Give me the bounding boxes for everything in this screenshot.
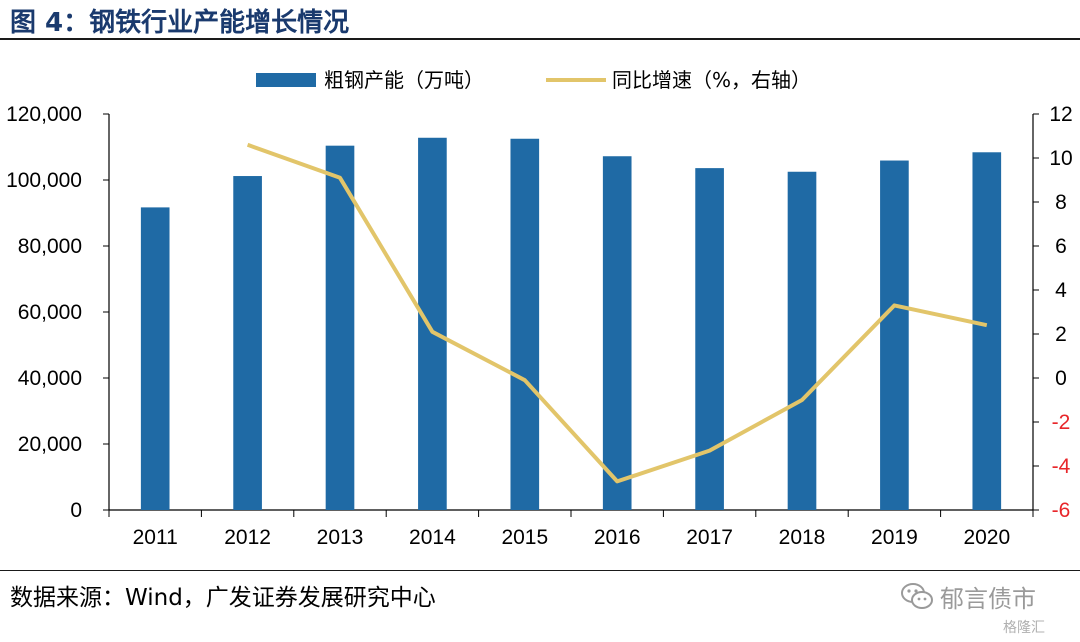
right-tick-label: 6	[1055, 235, 1067, 258]
left-tick-label: 80,000	[18, 235, 82, 258]
x-tick-label: 2017	[686, 526, 733, 549]
growth-line	[246, 142, 988, 484]
x-tick-label: 2014	[409, 526, 456, 549]
axes: 0 20,000 40,000 60,000 80,000 100,000 120,000 -…	[6, 103, 1073, 549]
figure-title: 图 4：钢铁行业产能增长情况	[10, 8, 350, 38]
bars	[140, 137, 1002, 511]
watermark-text: 郁言债市	[940, 584, 1036, 613]
left-tick-label: 100,000	[6, 169, 82, 192]
bar-capacity	[602, 156, 632, 510]
right-tick-label: 8	[1055, 191, 1067, 214]
bottom-rule	[0, 570, 1080, 571]
x-tick-label: 2011	[133, 526, 178, 549]
x-tick-label: 2013	[317, 526, 364, 549]
source-note: 数据来源：Wind，广发证券发展研究中心	[10, 585, 436, 611]
chart: 粗钢产能（万吨） 同比增速（%，右轴） 0 20,000 40,000 60,000 8…	[6, 68, 1073, 549]
x-tick-label: 2019	[871, 526, 918, 549]
legend-bar-swatch	[256, 73, 316, 87]
right-tick-label: -6	[1052, 499, 1071, 522]
right-tick-label: -2	[1052, 411, 1071, 434]
left-tick-label: 20,000	[18, 433, 82, 456]
right-tick-label: 10	[1049, 147, 1072, 170]
bar-capacity	[233, 176, 262, 511]
bar-capacity	[787, 171, 817, 510]
right-tick-label: 12	[1049, 103, 1072, 126]
bar-capacity	[140, 207, 170, 510]
bar-capacity	[695, 168, 724, 510]
watermark: 郁言债市	[900, 576, 1036, 616]
legend: 粗钢产能（万吨） 同比增速（%，右轴）	[256, 68, 811, 92]
x-tick-label: 2016	[594, 526, 641, 549]
bar-capacity	[418, 137, 447, 510]
left-tick-label: 0	[70, 499, 82, 522]
x-tick-label: 2012	[224, 526, 271, 549]
legend-line-label: 同比增速（%，右轴）	[612, 68, 811, 92]
bar-capacity	[972, 152, 1002, 510]
right-tick-label: 2	[1055, 323, 1067, 346]
x-tick-label: 2018	[779, 526, 826, 549]
right-tick-label: 0	[1055, 367, 1067, 390]
watermark-secondary: 格隆汇	[1003, 620, 1045, 636]
wechat-icon	[901, 583, 933, 609]
x-tick-label: 2020	[963, 526, 1010, 549]
bar-capacity	[510, 138, 540, 510]
right-tick-label: 4	[1055, 279, 1067, 302]
top-rule	[0, 38, 1080, 40]
bar-capacity	[880, 160, 909, 510]
left-tick-label: 60,000	[18, 301, 82, 324]
left-tick-label: 40,000	[18, 367, 82, 390]
x-tick-label: 2015	[501, 526, 548, 549]
legend-bar-label: 粗钢产能（万吨）	[324, 68, 484, 92]
right-tick-label: -4	[1052, 455, 1071, 478]
bar-capacity	[325, 145, 355, 510]
left-tick-label: 120,000	[6, 103, 82, 126]
